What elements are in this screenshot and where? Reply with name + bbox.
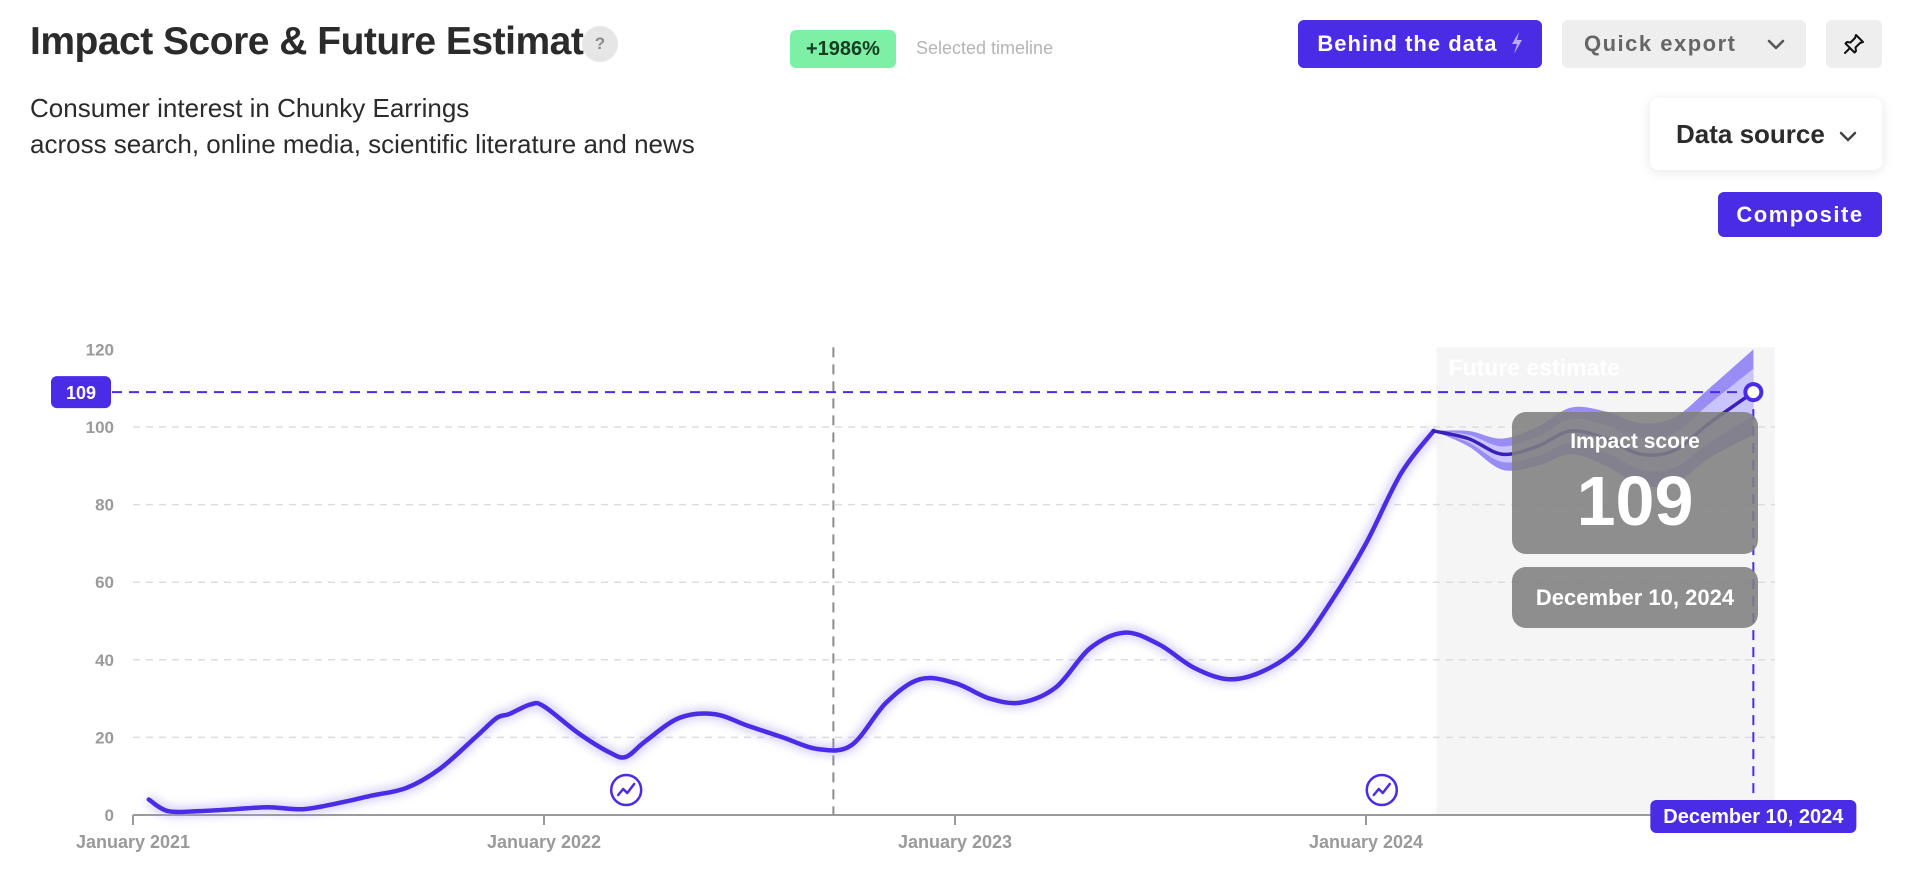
quick-export-button[interactable]: Quick export — [1562, 20, 1806, 68]
chevron-down-icon — [1839, 131, 1857, 142]
y-tick-label: 20 — [95, 728, 114, 747]
x-tick-label: January 2024 — [1309, 832, 1423, 852]
change-badge: +1986% — [790, 30, 896, 68]
series-line-historical — [146, 428, 1436, 815]
y-tick-label: 80 — [95, 496, 114, 515]
highlight-point — [1743, 382, 1764, 403]
series-line-glow — [146, 428, 1438, 817]
selected-timeline-label: Selected timeline — [916, 38, 1054, 58]
behind-the-data-button[interactable]: Behind the data — [1298, 20, 1542, 68]
subtitle-line-2: across search, online media, scientific … — [30, 129, 695, 159]
highlight-value-tag-label: 109 — [66, 383, 96, 403]
tooltip-date: December 10, 2024 — [1536, 585, 1735, 610]
y-tick-label: 0 — [105, 806, 114, 825]
data-source-label: Data source — [1676, 119, 1825, 149]
future-estimate-label: Future estimate — [1449, 354, 1620, 380]
pin-button[interactable] — [1826, 20, 1882, 68]
x-tick-label: January 2022 — [487, 832, 601, 852]
highlight-date-tag — [1650, 800, 1857, 833]
tooltip-date-box — [1512, 567, 1758, 628]
help-icon[interactable]: ? — [582, 26, 618, 62]
impact-score-tooltip: Impact score 109 December 10, 2024 — [1512, 412, 1758, 628]
event-marker-ring — [1365, 773, 1399, 807]
data-source-dropdown[interactable]: Data source — [1650, 98, 1882, 170]
subtitle: Consumer interest in Chunky Earrings acr… — [30, 90, 695, 162]
x-tick-label: January 2023 — [898, 832, 1012, 852]
trend-up-icon — [1372, 782, 1392, 797]
y-tick-label: 100 — [86, 418, 114, 437]
quick-export-label: Quick export — [1584, 31, 1737, 56]
pin-icon — [1844, 34, 1864, 54]
behind-the-data-label: Behind the data — [1317, 31, 1498, 56]
event-marker-icon — [1365, 773, 1399, 807]
x-tick-label: January 2021 — [76, 832, 190, 852]
subtitle-line-1: Consumer interest in Chunky Earrings — [30, 93, 470, 123]
tooltip-value: 109 — [1577, 462, 1694, 540]
lightning-icon — [1511, 32, 1522, 54]
highlight-value-tag — [51, 376, 111, 409]
trend-up-icon — [616, 782, 636, 797]
composite-button[interactable]: Composite — [1718, 192, 1882, 237]
y-tick-label: 60 — [95, 573, 114, 592]
tooltip-title: Impact score — [1570, 430, 1700, 453]
tooltip-score-box — [1512, 412, 1758, 554]
event-marker-icon — [609, 773, 643, 807]
chevron-down-icon — [1767, 39, 1785, 50]
event-marker-ring — [609, 773, 643, 807]
highlight-date-tag-label: December 10, 2024 — [1663, 806, 1844, 828]
y-tick-label: 120 — [86, 340, 114, 359]
y-tick-label: 40 — [95, 651, 114, 670]
page-title: Impact Score & Future Estimate — [30, 20, 605, 63]
